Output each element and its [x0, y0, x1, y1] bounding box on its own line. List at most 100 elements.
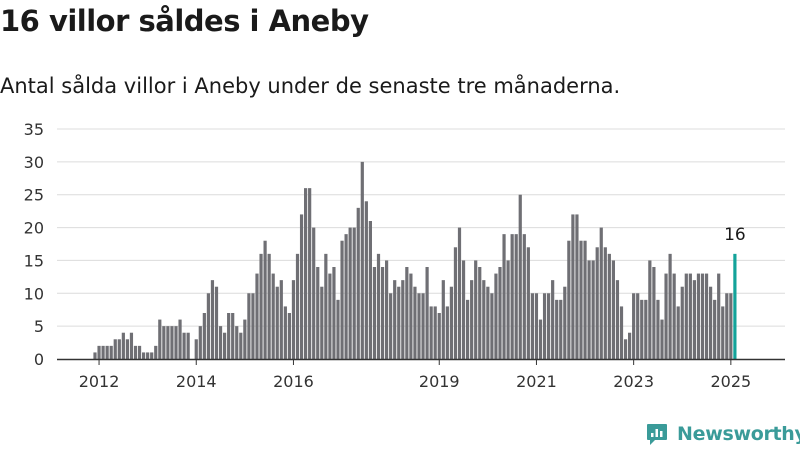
bar: [287, 313, 291, 359]
bar: [214, 286, 219, 359]
chart-subtitle: Antal sålda villor i Aneby under de sena…: [0, 74, 621, 98]
bar: [632, 293, 636, 359]
bar: [356, 207, 360, 359]
x-tick-label: 2021: [516, 372, 557, 391]
bar: [656, 299, 660, 359]
bar: [490, 293, 494, 359]
bar: [312, 227, 316, 359]
bar: [385, 260, 389, 359]
bar: [510, 234, 514, 359]
x-tick-label: 2012: [79, 372, 120, 391]
bar: [466, 299, 470, 359]
bar: [506, 260, 510, 359]
bar: [607, 253, 611, 359]
bar: [291, 280, 296, 359]
bar: [137, 345, 142, 359]
bar: [194, 339, 198, 359]
bar: [684, 273, 688, 359]
bar: [636, 293, 640, 359]
bar: [599, 227, 603, 359]
bar: [518, 194, 522, 359]
chart-title: 16 villor såldes i Aneby: [0, 4, 369, 38]
bar: [583, 240, 587, 359]
bar: [364, 201, 368, 359]
x-tick-label: 2025: [710, 372, 751, 391]
bar: [725, 293, 729, 359]
bar: [360, 161, 364, 359]
bar: [368, 221, 372, 359]
bar: [555, 299, 559, 359]
bar: [534, 293, 539, 359]
bar: [336, 299, 340, 359]
x-tick-label: 2016: [273, 372, 314, 391]
y-tick-label: 35: [24, 120, 44, 139]
y-tick-label: 20: [24, 219, 44, 238]
bar: [530, 293, 534, 359]
bar: [178, 319, 182, 359]
bar: [93, 352, 97, 359]
bars: [93, 161, 737, 359]
bar: [308, 188, 312, 359]
bar: [372, 267, 377, 359]
bar: [660, 319, 664, 359]
bar: [676, 306, 680, 359]
bar: [514, 234, 518, 359]
bar: [587, 260, 591, 359]
bar: [162, 326, 166, 359]
bar: [417, 293, 421, 359]
bar: [652, 267, 656, 359]
bar: [235, 326, 239, 359]
bar: [478, 267, 482, 359]
bar: [640, 299, 644, 359]
bar: [721, 306, 725, 359]
bar: [559, 299, 563, 359]
bar: [522, 234, 526, 359]
newsworthy-logo-icon: [647, 424, 667, 445]
bar: [263, 240, 267, 359]
bar: [603, 247, 607, 359]
bar: [696, 273, 701, 359]
brand-logo[interactable]: Newsworthy: [645, 420, 800, 448]
bar: [271, 273, 275, 359]
bar: [538, 319, 543, 359]
bar: [429, 306, 433, 359]
bar: [133, 345, 138, 359]
bar: [393, 280, 397, 359]
bar: [571, 214, 575, 359]
bar: [644, 299, 648, 359]
y-tick-label: 0: [34, 350, 44, 369]
bar: [704, 273, 709, 359]
bar: [502, 234, 506, 359]
bar: [97, 345, 101, 359]
bar: [672, 273, 676, 359]
x-tick-label: 2014: [176, 372, 217, 391]
bar: [170, 326, 174, 359]
bar: [117, 339, 121, 359]
bar: [547, 293, 551, 359]
bar: [453, 247, 458, 359]
bar: [231, 313, 235, 359]
bar: [243, 319, 247, 359]
gridlines: [57, 128, 785, 327]
bar: [413, 286, 417, 359]
bar: [129, 332, 134, 359]
bar: [648, 260, 652, 359]
y-tick-label: 5: [34, 317, 44, 336]
bar: [198, 326, 202, 359]
bar: [551, 280, 555, 359]
bar: [324, 253, 328, 359]
bar: [474, 260, 478, 359]
bar: [239, 332, 243, 359]
highlight-bar: [733, 253, 737, 359]
x-tick-label: 2023: [613, 372, 654, 391]
bar: [526, 247, 530, 359]
bar: [619, 306, 624, 359]
bar: [486, 286, 490, 359]
bar: [628, 332, 632, 359]
bar: [482, 280, 486, 359]
bar: [316, 267, 320, 359]
bar: [437, 313, 441, 359]
bar: [113, 339, 117, 359]
bar: [218, 326, 223, 359]
y-tick-label: 30: [24, 153, 44, 172]
